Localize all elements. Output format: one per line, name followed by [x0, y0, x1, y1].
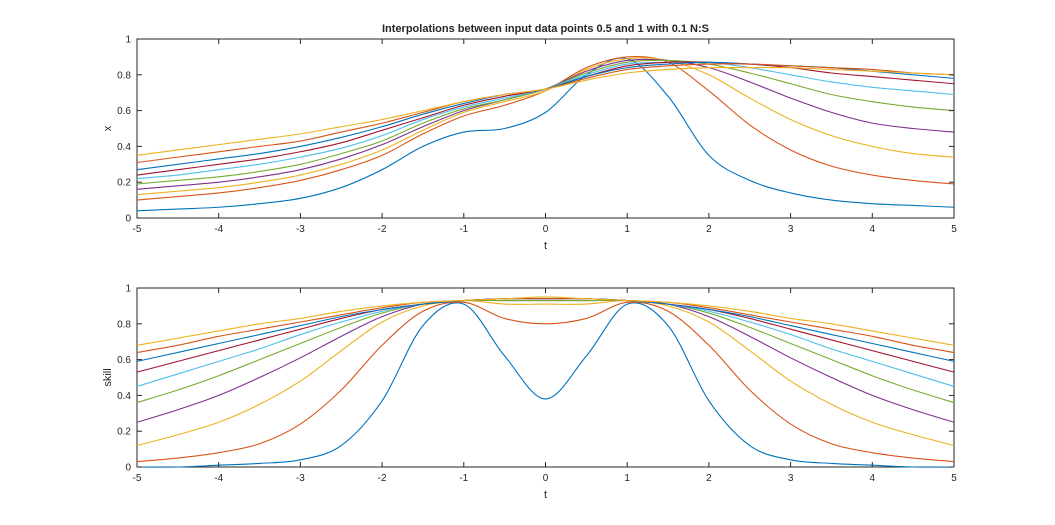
x-tick-label: 1 — [624, 224, 630, 235]
x-tick-label: 4 — [870, 224, 876, 235]
axes-box — [136, 38, 955, 219]
y-tick-label: 0.8 — [117, 70, 131, 81]
x-tick-label: 5 — [951, 473, 957, 484]
x-tick-label: 2 — [706, 473, 712, 484]
x-tick-label: 1 — [624, 473, 630, 484]
x-tick-label: -1 — [459, 473, 468, 484]
series-line-3 — [136, 57, 955, 196]
x-tick-label: -3 — [296, 224, 305, 235]
y-tick-label: 0.6 — [117, 106, 131, 117]
y-tick-label: 0.2 — [117, 178, 131, 189]
x-tick-label: 0 — [543, 224, 549, 235]
series-line-10 — [136, 296, 955, 346]
x-axis-label: t — [544, 489, 547, 501]
x-axis-label: t — [544, 240, 547, 252]
series-line-3 — [136, 299, 955, 447]
x-tick-label: -2 — [378, 473, 387, 484]
x-tick-label: -3 — [296, 473, 305, 484]
x-tick-label: -4 — [214, 224, 223, 235]
series-line-1 — [136, 302, 955, 468]
y-tick-label: 0.6 — [117, 355, 131, 366]
x-tick-label: 0 — [543, 473, 549, 484]
y-tick-label: 1 — [125, 284, 131, 295]
y-axis-label: x — [102, 125, 114, 131]
subplot-1: -5 -4 -3 -2 -1 0 1 2 3 4 5 0 0.2 0.4 0.6 0.8 1 t x Interpol… — [102, 23, 957, 252]
x-tick-label: 4 — [870, 473, 876, 484]
y-tick-label: 0.8 — [117, 319, 131, 330]
x-tick-label: -4 — [214, 473, 223, 484]
y-axis-label: skill — [102, 368, 114, 386]
x-tick-label: -2 — [378, 224, 387, 235]
series-line-9 — [136, 298, 955, 353]
series-line-5 — [136, 299, 955, 404]
series-line-1 — [136, 57, 955, 212]
y-tick-label: 0 — [125, 463, 131, 474]
y-tick-label: 0 — [125, 214, 131, 225]
x-tick-label: -1 — [459, 224, 468, 235]
series-line-10 — [136, 66, 955, 156]
y-tick-label: 1 — [125, 35, 131, 46]
series-line-2 — [136, 301, 955, 463]
x-tick-label: -5 — [133, 224, 142, 235]
x-tick-label: -5 — [133, 473, 142, 484]
axes-box — [136, 287, 955, 468]
x-tick-label: 5 — [951, 224, 957, 235]
x-tick-label: 3 — [788, 473, 794, 484]
y-tick-label: 0.4 — [117, 391, 131, 402]
y-tick-label: 0.2 — [117, 427, 131, 438]
x-tick-label: 2 — [706, 224, 712, 235]
subplot-2: -5 -4 -3 -2 -1 0 1 2 3 4 5 0 0.2 0.4 0.6 0.8 1 t skill — [102, 284, 957, 502]
chart-title: Interpolations between input data points… — [382, 23, 709, 35]
x-tick-label: 3 — [788, 224, 794, 235]
y-tick-label: 0.4 — [117, 142, 131, 153]
